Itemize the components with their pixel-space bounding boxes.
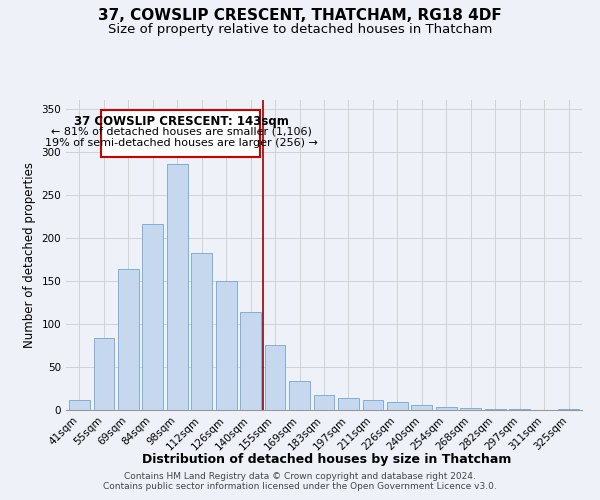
Bar bbox=[485, 409, 506, 410]
Bar bbox=[314, 394, 334, 410]
Bar bbox=[216, 281, 236, 410]
Text: Contains public sector information licensed under the Open Government Licence v3: Contains public sector information licen… bbox=[103, 482, 497, 491]
Bar bbox=[118, 269, 139, 410]
Bar bbox=[460, 408, 481, 410]
Bar bbox=[509, 409, 530, 410]
Bar bbox=[412, 405, 432, 410]
Bar bbox=[167, 164, 188, 410]
Y-axis label: Number of detached properties: Number of detached properties bbox=[23, 162, 36, 348]
Bar bbox=[289, 380, 310, 410]
Text: 37 COWSLIP CRESCENT: 143sqm: 37 COWSLIP CRESCENT: 143sqm bbox=[74, 114, 289, 128]
Bar bbox=[240, 312, 261, 410]
Bar bbox=[558, 409, 579, 410]
Bar bbox=[191, 254, 212, 410]
Text: ← 81% of detached houses are smaller (1,106): ← 81% of detached houses are smaller (1,… bbox=[50, 126, 311, 136]
Bar bbox=[387, 402, 408, 410]
Bar bbox=[69, 400, 90, 410]
Bar bbox=[94, 338, 114, 410]
FancyBboxPatch shape bbox=[101, 110, 260, 157]
Bar bbox=[362, 400, 383, 410]
Text: Size of property relative to detached houses in Thatcham: Size of property relative to detached ho… bbox=[108, 22, 492, 36]
Bar bbox=[436, 406, 457, 410]
Text: 19% of semi-detached houses are larger (256) →: 19% of semi-detached houses are larger (… bbox=[44, 138, 317, 148]
Bar bbox=[338, 398, 359, 410]
Text: 37, COWSLIP CRESCENT, THATCHAM, RG18 4DF: 37, COWSLIP CRESCENT, THATCHAM, RG18 4DF bbox=[98, 8, 502, 22]
Text: Distribution of detached houses by size in Thatcham: Distribution of detached houses by size … bbox=[142, 452, 512, 466]
Bar bbox=[142, 224, 163, 410]
Text: Contains HM Land Registry data © Crown copyright and database right 2024.: Contains HM Land Registry data © Crown c… bbox=[124, 472, 476, 481]
Bar bbox=[265, 346, 286, 410]
